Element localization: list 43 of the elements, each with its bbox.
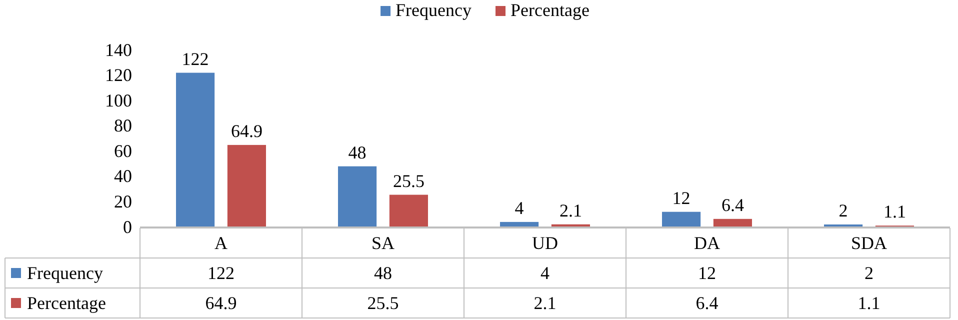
- x-tick-label: UD: [532, 233, 558, 253]
- annotation: 4: [514, 198, 524, 218]
- legend-label: Frequency: [396, 0, 472, 20]
- y-tick-label: 120: [105, 65, 132, 86]
- x-tick-label: SA: [371, 233, 395, 253]
- annotation: 6.4: [721, 194, 744, 215]
- data-label: 12: [698, 263, 716, 283]
- y-tick-label: 100: [105, 90, 132, 110]
- y-tick-label: 0: [123, 216, 132, 237]
- legend-label: Percentage: [510, 0, 590, 20]
- y-tick-label: 60: [114, 140, 132, 161]
- annotation: 25.5: [392, 170, 424, 191]
- data-label: 2: [864, 263, 874, 283]
- x-tick-label: DA: [694, 233, 720, 253]
- annotation: 12: [672, 188, 690, 208]
- y-tick-label: 20: [114, 191, 132, 212]
- data-label: 25.5: [367, 293, 399, 313]
- text: Percentage: [27, 293, 106, 313]
- x-tick-label: A: [214, 233, 228, 253]
- bar: [338, 166, 377, 227]
- data-label: 6.4: [696, 293, 718, 313]
- data-label: 122: [208, 263, 234, 283]
- bar: [227, 144, 266, 227]
- annotation: 1.1: [883, 202, 906, 222]
- data-label: 1.1: [858, 293, 880, 313]
- data-label: 64.9: [205, 293, 237, 313]
- bar: [662, 212, 701, 227]
- annotation: 64.9: [230, 120, 262, 141]
- bar: [389, 194, 428, 227]
- annotation: 48: [348, 142, 366, 162]
- data-label: 2.1: [534, 293, 556, 313]
- data-label: 48: [374, 263, 392, 283]
- x-tick-label: SDA: [850, 233, 888, 253]
- bar: [176, 72, 215, 227]
- text: Frequency: [27, 263, 103, 283]
- y-tick-label: 140: [105, 40, 132, 60]
- y-tick-label: 80: [114, 116, 132, 136]
- bar: [713, 218, 752, 227]
- data-label: 4: [540, 263, 550, 283]
- annotation: 2: [838, 200, 848, 220]
- annotation: 2.1: [559, 200, 582, 220]
- y-tick-label: 40: [114, 166, 132, 186]
- annotation: 122: [182, 48, 209, 69]
